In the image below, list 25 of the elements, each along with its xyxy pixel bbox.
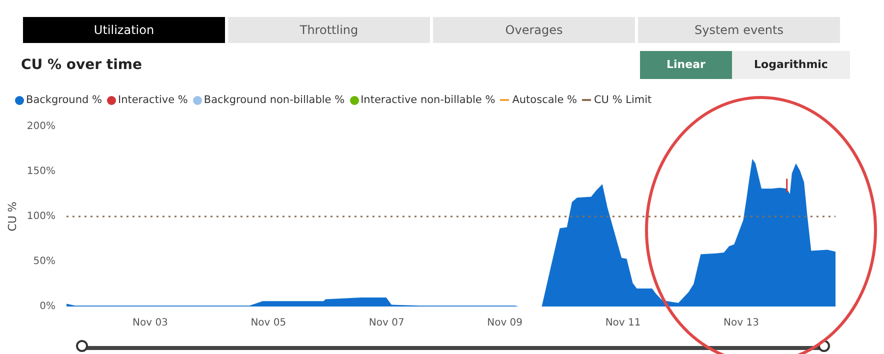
legend-label: Interactive non-billable % (360, 94, 496, 106)
y-tick-label: 150% (26, 166, 56, 177)
y-axis-title: CU % (6, 202, 19, 232)
y-tick-label: 0% (40, 301, 56, 312)
legend-label: Autoscale % (511, 94, 577, 106)
text: Overages (433, 17, 635, 43)
x-tick-label: Nov 05 (250, 318, 286, 328)
legend-label: CU % Limit (592, 94, 652, 106)
text: Utilization (23, 17, 225, 43)
x-tick-label: Nov 09 (487, 318, 523, 328)
x-tick-label: Nov 07 (368, 318, 404, 328)
y-tick-label: 200% (26, 121, 56, 132)
x-tick-label: Nov 13 (724, 318, 759, 328)
x-tick-label: Nov 03 (132, 318, 168, 328)
text: Logarithmic (732, 51, 850, 79)
y-tick-label: 50% (33, 256, 56, 267)
legend-label: Background non-billable % (202, 94, 345, 106)
legend-label: Interactive % (116, 94, 188, 106)
text: System events (638, 17, 840, 43)
x-tick-label: Nov 11 (605, 318, 641, 328)
text: Throttling (228, 17, 430, 43)
text: Linear (640, 51, 732, 79)
y-tick-label: 100% (26, 211, 56, 222)
chart-title: CU % over time (21, 56, 142, 75)
legend-label: Background % (25, 94, 102, 106)
